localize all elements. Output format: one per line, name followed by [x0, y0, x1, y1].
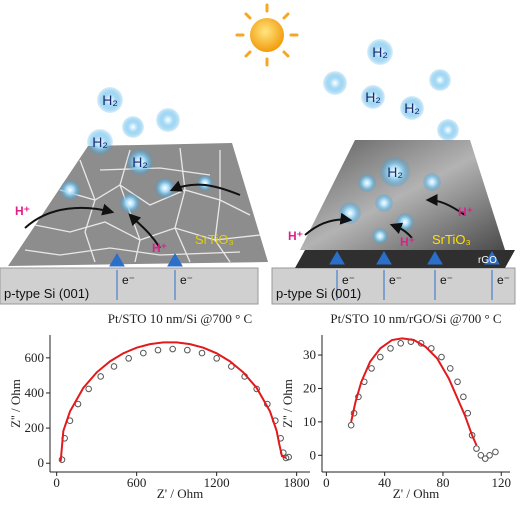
y-tick-label: 400	[25, 385, 45, 400]
sto-film	[300, 140, 505, 250]
h2-label: H₂	[404, 100, 420, 116]
data-point	[97, 373, 104, 380]
substrate	[271, 267, 516, 305]
proton-label: H⁺	[288, 229, 303, 243]
data-point	[397, 340, 404, 347]
x-tick-label: 0	[323, 475, 330, 490]
bubbles	[60, 39, 459, 244]
substrate	[0, 267, 259, 305]
substrate-label: p-type Si (001)	[4, 286, 89, 301]
data-point	[376, 353, 384, 361]
data-point	[387, 345, 394, 352]
rgo-label: rGO	[478, 255, 497, 266]
substrate-label: p-type Si (001)	[276, 286, 361, 301]
data-point	[184, 346, 191, 354]
y-axis-label: Z'' / Ohm	[8, 379, 23, 428]
film-label: SrTiO₃	[195, 232, 234, 247]
y-tick-label: 10	[303, 414, 316, 429]
data-point	[154, 346, 162, 354]
electron-label: e⁻	[440, 273, 453, 287]
y-tick-label: 30	[303, 347, 316, 362]
data-point	[85, 385, 92, 393]
data-point	[477, 451, 485, 459]
electron-arrows	[109, 251, 500, 300]
h2-label: H₂	[387, 164, 403, 180]
x-tick-label: 1200	[204, 475, 230, 490]
y-tick-label: 200	[25, 420, 45, 435]
plot-panel: Pt/STO 10 nm/rGO/Si @700 ° C 0 10 20 30 0 40 80…	[280, 311, 511, 501]
data-point	[454, 378, 461, 386]
h2-label: H₂	[365, 89, 381, 105]
plot-title: Pt/STO 10 nm/Si @700 ° C	[108, 311, 252, 326]
data-point	[213, 355, 220, 362]
h2-label: H₂	[132, 154, 148, 170]
data-point	[368, 365, 375, 372]
data-point	[110, 363, 118, 370]
rgo-layer	[295, 250, 515, 268]
y-tick-label: 20	[303, 380, 316, 395]
proton-label: H⁺	[15, 204, 30, 218]
data-point	[446, 365, 454, 372]
x-tick-label: 1800	[284, 475, 310, 490]
data-point	[438, 353, 445, 361]
data-point	[198, 349, 206, 357]
electron-label: e⁻	[180, 273, 193, 287]
data-point	[486, 451, 493, 459]
y-tick-label: 600	[25, 350, 45, 365]
sun	[235, 3, 299, 67]
y-tick-label: 0	[38, 455, 45, 470]
cracks	[24, 147, 261, 263]
data-point	[347, 421, 355, 429]
fit-line	[59, 341, 287, 462]
x-tick-label: 600	[127, 475, 147, 490]
x-axis-label: Z' / Ohm	[393, 486, 439, 501]
x-axis-label: Z' / Ohm	[157, 486, 203, 501]
data-point	[492, 448, 499, 456]
y-tick-label: 0	[310, 447, 317, 462]
proton-label: H⁺	[458, 205, 473, 219]
h2-label: H₂	[372, 44, 388, 60]
data-point	[125, 355, 132, 362]
data-point	[169, 345, 176, 353]
plot-title: Pt/STO 10 nm/rGO/Si @700 ° C	[330, 311, 501, 326]
proton-label: H⁺	[400, 235, 415, 249]
proton-arrows	[24, 180, 466, 249]
proton-label: H⁺	[152, 241, 167, 255]
plot-panel: Pt/STO 10 nm/Si @700 ° C 0 200 400 600 0 600 12…	[8, 311, 310, 501]
electron-label: e⁻	[389, 273, 402, 287]
data-point	[140, 349, 147, 357]
film-label: SrTiO₃	[432, 232, 471, 247]
electron-label: e⁻	[497, 273, 510, 287]
y-axis-label: Z'' / Ohm	[280, 379, 295, 428]
x-tick-label: 0	[53, 475, 60, 490]
electron-label: e⁻	[342, 273, 355, 287]
x-tick-label: 40	[378, 475, 391, 490]
h2-label: H₂	[92, 134, 108, 150]
data-point	[473, 445, 480, 452]
x-tick-label: 80	[436, 475, 449, 490]
x-tick-label: 120	[492, 475, 512, 490]
data-point	[253, 385, 260, 393]
data-point	[460, 393, 467, 401]
h2-label: H₂	[102, 92, 118, 108]
data-point	[481, 455, 489, 462]
fit-line	[350, 337, 478, 446]
electron-label: e⁻	[122, 273, 135, 287]
